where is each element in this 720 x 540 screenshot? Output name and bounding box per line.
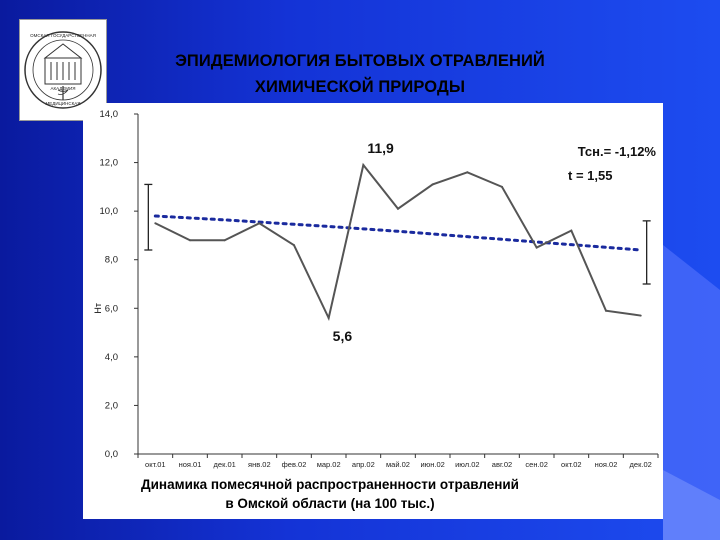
x-tick-label: мар.02 <box>317 460 341 469</box>
data-point <box>431 183 434 186</box>
y-tick-label: 6,0 <box>105 303 118 314</box>
data-point <box>258 222 261 225</box>
data-point <box>189 239 191 242</box>
max-value-label: 11,9 <box>367 140 394 156</box>
y-tick-label: 12,0 <box>100 158 119 169</box>
y-tick-label: 0,0 <box>105 449 118 460</box>
chart-panel: 14,0 12,0 10,0 8,0 6,0 4,0 2,0 0,0 окт.01 ноя.01 д… <box>83 103 663 519</box>
y-tick-label: 10,0 <box>100 206 119 217</box>
data-point <box>327 317 330 319</box>
data-point <box>605 309 607 312</box>
y-axis-label: Нт <box>93 303 103 314</box>
x-tick-label: авг.02 <box>492 460 512 469</box>
x-tick-label: окт.01 <box>145 460 166 469</box>
data-point <box>223 239 226 242</box>
data-point <box>154 222 157 225</box>
data-point <box>501 185 503 188</box>
academy-emblem-icon: ОМСКАЯ ГОСУДАРСТВЕННАЯ АКАДЕМИЯ МЕДИЦИНС… <box>24 31 102 109</box>
y-tick-label: 2,0 <box>105 400 118 411</box>
data-point <box>570 229 573 232</box>
data-point <box>535 246 538 249</box>
x-tick-label: дек.01 <box>214 460 236 469</box>
data-point <box>466 171 469 174</box>
data-point <box>639 314 642 317</box>
x-tick-label: дек.02 <box>630 460 652 469</box>
data-point <box>397 207 399 210</box>
min-value-label: 5,6 <box>333 328 353 344</box>
x-tick-label: июл.02 <box>455 460 479 469</box>
title-line-1: ЭПИДЕМИОЛОГИЯ БЫТОВЫХ ОТРАВЛЕНИЙ <box>175 52 545 70</box>
y-tick-label: 14,0 <box>100 109 119 120</box>
caption-line-1: Динамика помесячной распространенности о… <box>141 477 519 492</box>
x-tick-label: ноя.01 <box>179 460 202 469</box>
title-line-2: ХИМИЧЕСКОЙ ПРИРОДЫ <box>254 78 466 96</box>
slide-title: ЭПИДЕМИОЛОГИЯ БЫТОВЫХ ОТРАВЛЕНИЙ ХИМИЧЕС… <box>150 48 570 100</box>
x-tick-label: май.02 <box>386 460 410 469</box>
x-tick-label: окт.02 <box>561 460 582 469</box>
trend-line <box>153 214 643 252</box>
x-tick-label: сен.02 <box>525 460 548 469</box>
x-tick-label: ноя.02 <box>595 460 618 469</box>
line-chart: 14,0 12,0 10,0 8,0 6,0 4,0 2,0 0,0 окт.01 ноя.01 д… <box>93 109 659 469</box>
chart-caption: Динамика помесячной распространенности о… <box>120 475 540 513</box>
x-tick-label: фев.02 <box>282 460 307 469</box>
y-tick-label: 4,0 <box>105 352 118 363</box>
svg-text:МЕДИЦИНСКАЯ: МЕДИЦИНСКАЯ <box>46 101 81 106</box>
x-tick-label: апр.02 <box>352 460 375 469</box>
series-line <box>154 162 641 322</box>
x-tick-label: янв.02 <box>248 460 271 469</box>
caption-line-2: в Омской области (на 100 тыс.) <box>225 496 435 511</box>
data-point <box>293 244 295 247</box>
y-tick-label: 8,0 <box>105 255 118 266</box>
data-point <box>362 164 365 166</box>
svg-text:ОМСКАЯ ГОСУДАРСТВЕННАЯ: ОМСКАЯ ГОСУДАРСТВЕННАЯ <box>30 33 96 38</box>
trend-rate-label: Тсн.= -1,12% <box>578 144 657 159</box>
svg-text:АКАДЕМИЯ: АКАДЕМИЯ <box>50 86 75 91</box>
t-statistic-label: t = 1,55 <box>568 168 612 183</box>
x-tick-label: июн.02 <box>420 460 444 469</box>
